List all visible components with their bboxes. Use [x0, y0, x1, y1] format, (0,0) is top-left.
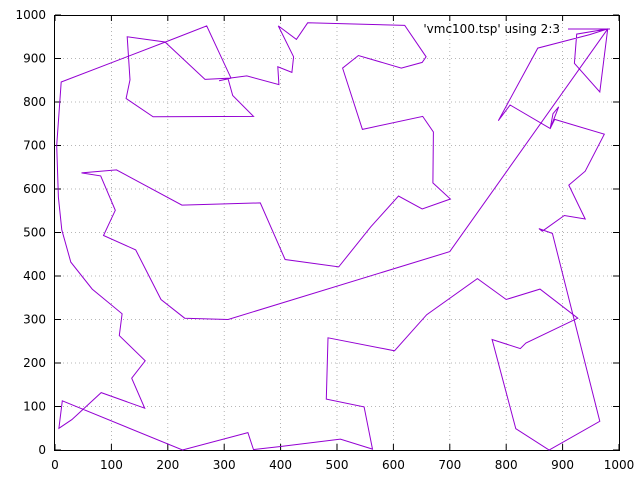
- x-tick-label: 400: [269, 458, 292, 472]
- y-tick-label: 700: [23, 139, 46, 153]
- plot-border: [54, 15, 620, 451]
- x-tick-label: 100: [100, 458, 123, 472]
- series-line: [56, 22, 609, 451]
- x-tick-label: 300: [213, 458, 236, 472]
- x-tick-label: 600: [382, 458, 405, 472]
- x-tick-label: 700: [438, 458, 461, 472]
- x-tick-label: 800: [495, 458, 518, 472]
- y-tick-label: 200: [23, 356, 46, 370]
- y-tick-label: 100: [23, 400, 46, 414]
- y-tick-label: 800: [23, 95, 46, 109]
- x-tick-label: 900: [551, 458, 574, 472]
- x-tick-label: 500: [326, 458, 349, 472]
- y-tick-label: 500: [23, 226, 46, 240]
- y-tick-label: 600: [23, 182, 46, 196]
- x-tick-labels: 0 100 200 300 400 500 600 700 800 900 1000: [51, 458, 634, 472]
- axis-ticks: [54, 14, 620, 451]
- y-tick-label: 400: [23, 269, 46, 283]
- y-tick-label: 0: [38, 443, 46, 457]
- series-group: [56, 22, 609, 451]
- x-tick-label: 0: [51, 458, 59, 472]
- y-tick-label: 1000: [15, 8, 46, 22]
- grid-lines: [55, 15, 619, 450]
- legend-label: 'vmc100.tsp' using 2:3: [423, 22, 560, 36]
- y-tick-label: 300: [23, 313, 46, 327]
- legend: 'vmc100.tsp' using 2:3: [423, 22, 610, 36]
- y-tick-label: 900: [23, 52, 46, 66]
- y-tick-labels: 0 100 200 300 400 500 600 700 800 900 1000: [15, 8, 46, 457]
- x-tick-label: 1000: [604, 458, 635, 472]
- x-tick-label: 200: [156, 458, 179, 472]
